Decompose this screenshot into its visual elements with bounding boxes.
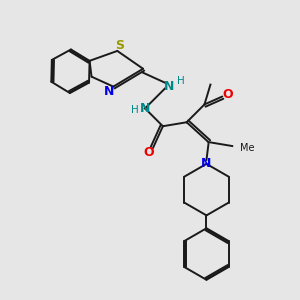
Text: N: N — [140, 102, 150, 115]
Text: Me: Me — [240, 143, 255, 153]
Text: H: H — [177, 76, 184, 85]
Text: S: S — [115, 40, 124, 52]
Text: N: N — [104, 85, 115, 98]
Text: O: O — [144, 146, 154, 160]
Text: O: O — [222, 88, 232, 101]
Text: N: N — [164, 80, 174, 93]
Text: H: H — [131, 105, 139, 116]
Text: N: N — [201, 158, 212, 170]
